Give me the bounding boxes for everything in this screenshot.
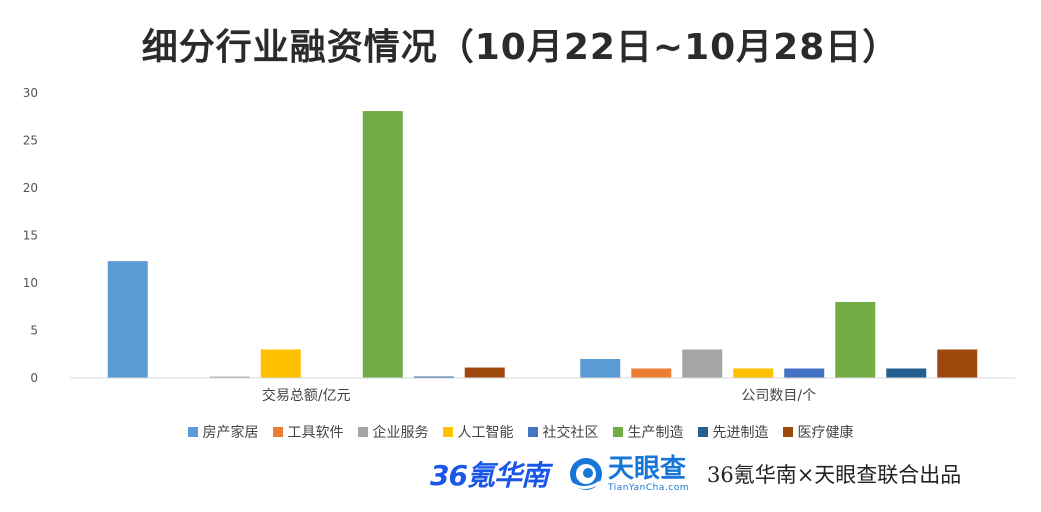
legend-label: 企业服务	[372, 425, 429, 441]
bar	[937, 349, 978, 378]
x-category-label: 公司数目/个	[741, 388, 816, 404]
x-axis: 交易总额/亿元 公司数目/个	[70, 377, 1015, 404]
y-tick-label: 5	[30, 324, 38, 338]
bar	[413, 376, 454, 378]
tianyancha-eye-icon	[569, 458, 602, 490]
y-tick-label: 10	[23, 276, 38, 290]
legend-label: 房产家居	[202, 425, 259, 441]
y-axis: 0 5 10 15 20 25 30	[23, 86, 38, 385]
bars	[107, 111, 978, 379]
legend-item: 房产家居	[187, 422, 259, 442]
legend-swatch	[357, 427, 368, 437]
legend-swatch	[527, 427, 538, 437]
y-tick-label: 0	[30, 371, 38, 385]
legend-item: 医疗健康	[782, 422, 854, 442]
legend-item: 企业服务	[357, 422, 429, 442]
tianyancha-cn-text: 天眼查	[607, 453, 686, 484]
bar	[784, 368, 825, 378]
legend-label: 工具软件	[287, 425, 344, 441]
legend-swatch	[272, 427, 283, 437]
bar	[107, 261, 148, 378]
legend-swatch	[187, 427, 198, 437]
legend-label: 人工智能	[457, 425, 514, 441]
bar-chart: 0 5 10 15 20 25 30 交易总额/亿元 公司数目/个	[23, 86, 1015, 404]
bar	[362, 111, 403, 379]
y-tick-label: 25	[23, 134, 38, 148]
chart-title: 细分行业融资情况（10月22日~10月28日）	[141, 27, 900, 68]
legend: 房产家居 工具软件 企业服务 人工智能 社交社区 生产制造 先进制造 医疗健康	[0, 422, 1041, 442]
bar	[886, 368, 927, 378]
bar	[733, 368, 774, 378]
legend-item: 社交社区	[527, 422, 599, 442]
tianyancha-en-text: TianYanCha.com	[607, 482, 689, 493]
bar	[464, 367, 505, 378]
bar	[209, 376, 250, 378]
x-category-label: 交易总额/亿元	[262, 387, 351, 404]
bar	[835, 302, 876, 378]
bar	[682, 349, 723, 378]
36kr-logo: 36氪华南	[430, 459, 549, 492]
legend-label: 先进制造	[712, 425, 769, 441]
legend-swatch	[612, 427, 623, 437]
tianyancha-logo: 天眼查 TianYanCha.com	[568, 456, 689, 493]
legend-item: 先进制造	[697, 422, 769, 442]
bar	[260, 349, 301, 378]
y-tick-label: 20	[23, 181, 38, 195]
y-tick-label: 30	[23, 86, 38, 100]
legend-label: 社交社区	[542, 425, 599, 441]
legend-swatch	[782, 427, 793, 437]
legend-label: 医疗健康	[797, 425, 854, 441]
legend-item: 生产制造	[612, 422, 684, 442]
legend-swatch	[442, 427, 453, 437]
bar	[631, 368, 672, 378]
footer: 36氪华南 天眼查 TianYanCha.com 36氪华南×天眼查联合出品	[430, 452, 961, 496]
credit-text: 36氪华南×天眼查联合出品	[706, 463, 962, 487]
y-tick-label: 15	[23, 229, 38, 243]
legend-item: 工具软件	[272, 422, 344, 442]
legend-swatch	[697, 427, 708, 437]
legend-item: 人工智能	[442, 422, 514, 442]
bar	[580, 359, 621, 378]
legend-label: 生产制造	[627, 425, 684, 441]
